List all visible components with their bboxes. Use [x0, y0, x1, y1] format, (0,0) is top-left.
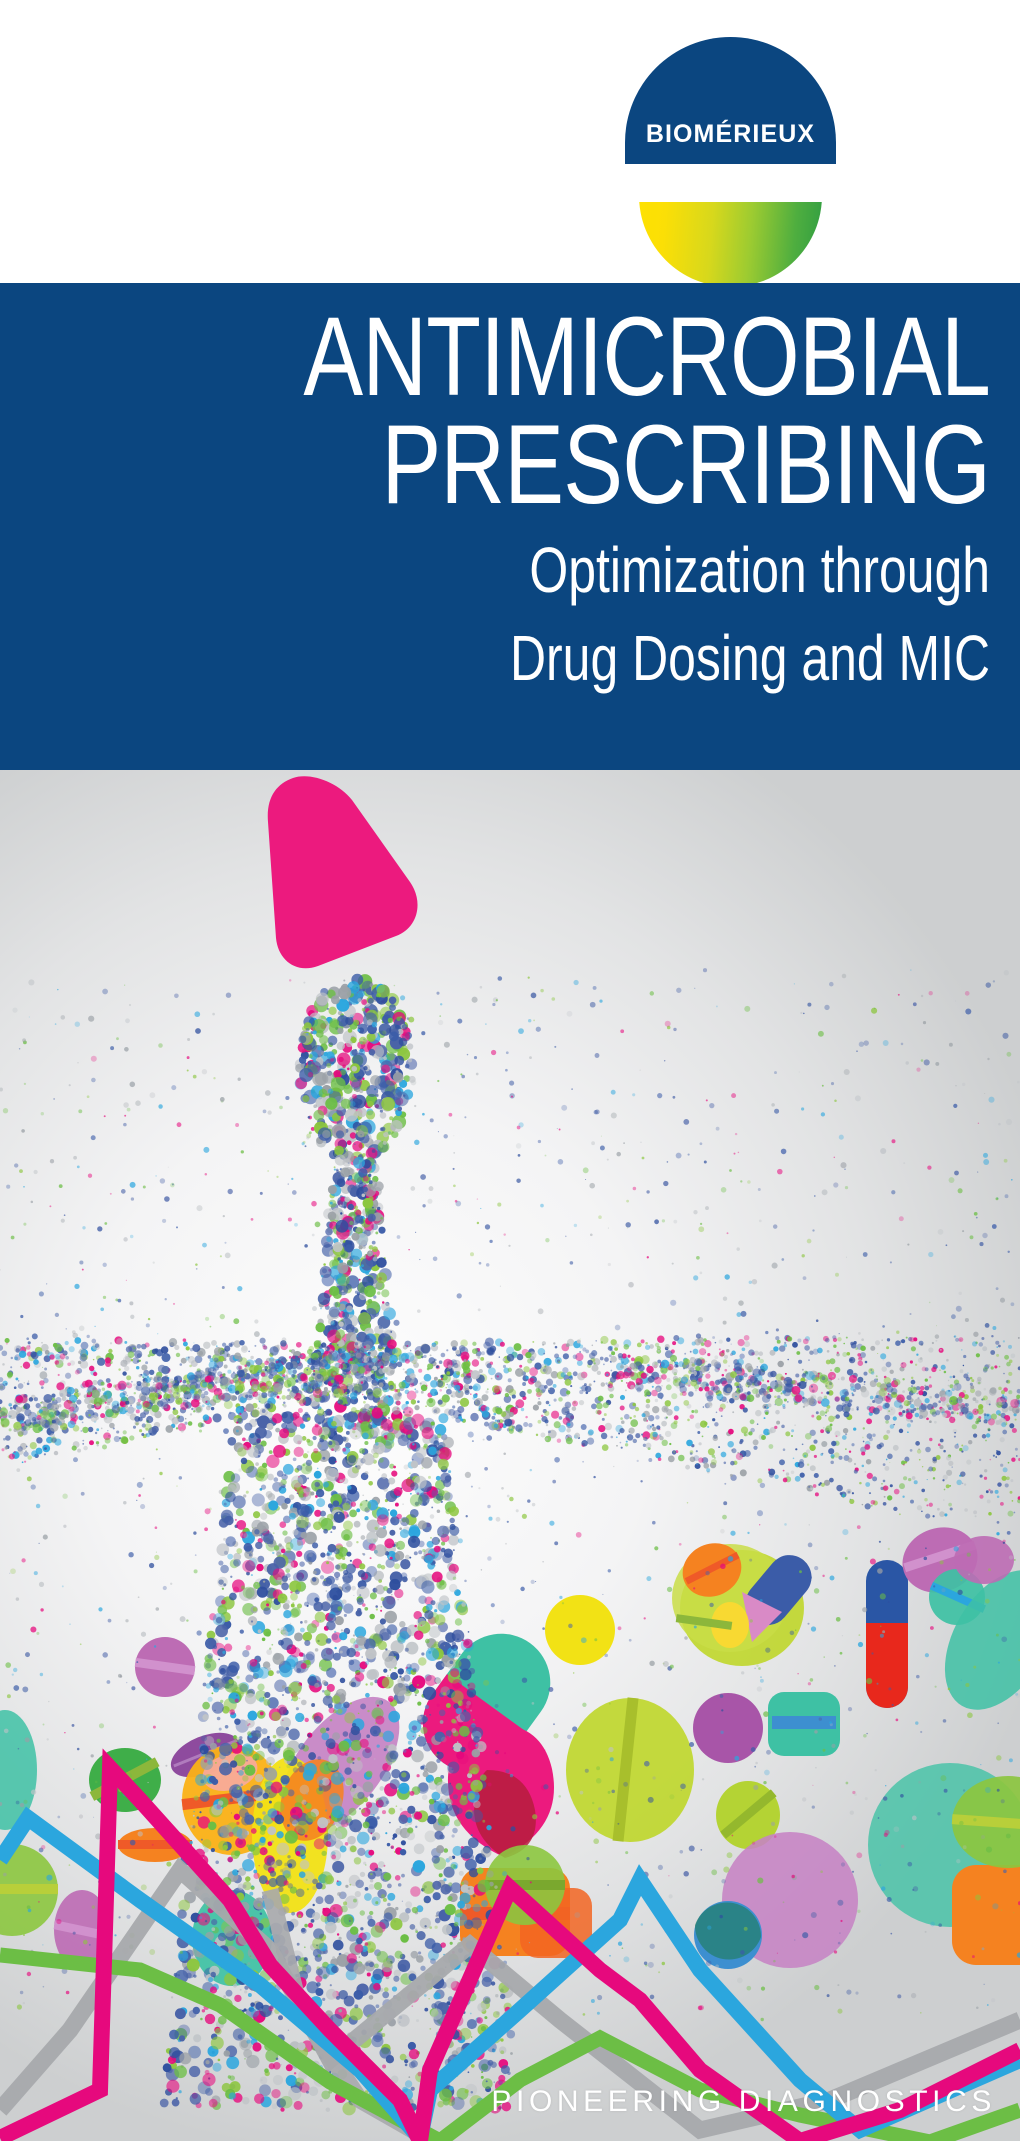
- pill-capsule-mauve-faredge: [954, 1536, 1014, 1584]
- artwork-svg: [0, 776, 1020, 2141]
- pill-tablet-lime-large: [566, 1697, 694, 1842]
- pill-tablet-mauve-small: [134, 1637, 196, 1697]
- pill-wedge-green-dark: [694, 1902, 762, 1960]
- pill-triangle-magenta: [267, 776, 418, 969]
- chart-line-magenta: [0, 1748, 1020, 2141]
- pill-square-teal: [768, 1692, 840, 1756]
- pill-wedge-pink-on-lime: [742, 1592, 782, 1642]
- pill-cluster-lime-blob: [672, 1543, 812, 1666]
- page-title-line2: PRESCRIBING: [381, 401, 990, 527]
- page-subtitle-line2: Drug Dosing and MIC: [510, 622, 990, 695]
- pill-dot-purple: [693, 1693, 763, 1763]
- particle-silhouette-cloud: [0, 968, 1020, 2116]
- artwork-illustration: PIONEERING DIAGNOSTICS: [0, 770, 1020, 2141]
- pill-tablet-lime-medium: [716, 1781, 780, 1849]
- page-subtitle-line1: Optimization through: [529, 534, 990, 607]
- pill-wedge-darkred: [474, 1770, 536, 1858]
- logo-gradient-bowl-fill: [639, 202, 822, 287]
- title-band: ANTIMICROBIAL PRESCRIBING Optimization t…: [0, 283, 1020, 770]
- logo-wordmark: BIOMÉRIEUX: [645, 120, 816, 148]
- pill-capsule-teal-faredge: [944, 1570, 1020, 1710]
- chart-line-blue: [0, 1806, 1020, 2141]
- pill-score-faredge: [951, 1814, 1020, 1832]
- pill-tablet-lime-left-edge: [0, 1844, 58, 1936]
- chart-lines: [0, 1748, 1020, 2141]
- pill-tablet-mauve-low: [53, 1890, 111, 1970]
- pill-circle-yellow: [545, 1595, 615, 1665]
- biomerieux-logo: BIOMÉRIEUX: [625, 37, 836, 287]
- pill-square-orange-right: [952, 1865, 1020, 1965]
- pill-score-lime: [675, 1614, 733, 1630]
- page-title-line1: ANTIMICROBIAL: [303, 294, 991, 419]
- footer-tagline: PIONEERING DIAGNOSTICS: [491, 2085, 996, 2118]
- logo-gradient-bowl: [639, 202, 822, 287]
- pill-tablet-orange-on-lime: [682, 1543, 742, 1597]
- pill-capsule-blue-red: [866, 1560, 908, 1708]
- logo-zone: BIOMÉRIEUX: [0, 0, 1020, 287]
- title-text-block: ANTIMICROBIAL PRESCRIBING Optimization t…: [10, 294, 991, 695]
